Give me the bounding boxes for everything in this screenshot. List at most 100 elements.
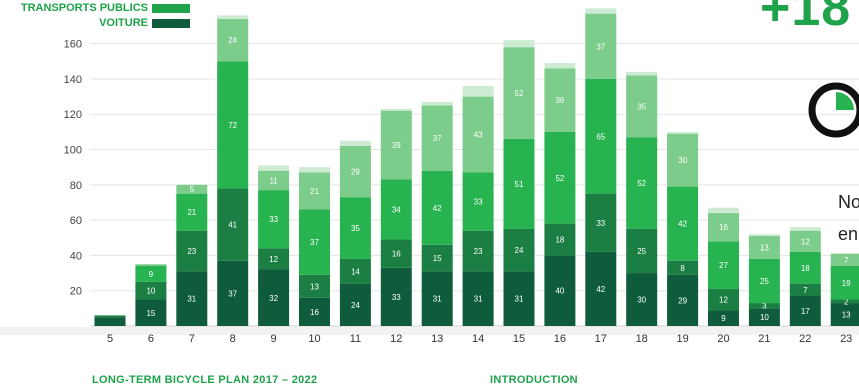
bar-value-label: 25 — [637, 247, 646, 256]
bar-segment — [585, 251, 617, 326]
bar-value-label: 18 — [555, 236, 564, 245]
bar-value-label: 42 — [678, 220, 687, 229]
bar-value-label: 14 — [351, 267, 360, 276]
bar-value-label: 16 — [392, 250, 401, 259]
bar-segment — [544, 255, 576, 326]
bar-value-label: 24 — [515, 246, 524, 255]
bar-segment — [94, 315, 126, 318]
bar-segment — [789, 251, 821, 284]
bar-value-label: 35 — [637, 102, 646, 111]
bar-value-label: 13 — [760, 243, 769, 252]
y-tick-label: 140 — [64, 74, 82, 86]
bar-value-label: 40 — [555, 287, 564, 296]
bar-segment — [667, 260, 699, 275]
bar-segment — [830, 253, 859, 266]
bar-segment — [830, 303, 859, 326]
bar-segment — [585, 193, 617, 252]
bar-value-label: 13 — [310, 282, 319, 291]
bar-value-label: 9 — [149, 270, 154, 279]
bar-value-label: 9 — [721, 314, 726, 323]
bar-value-label: 12 — [269, 255, 278, 264]
bar-segment — [748, 258, 780, 304]
bar-segment — [748, 236, 780, 259]
bar-value-label: 31 — [474, 295, 483, 304]
bar-segment — [585, 13, 617, 79]
bar-segment — [544, 68, 576, 132]
bar-segment — [217, 61, 249, 189]
x-tick-label: 16 — [554, 333, 566, 345]
bar-value-label: 16 — [310, 308, 319, 317]
bar-segment — [708, 213, 739, 242]
bar-segment — [708, 310, 739, 326]
x-tick-label: 19 — [676, 333, 688, 345]
bar-value-label: 12 — [801, 237, 810, 246]
bar-value-label: 39 — [392, 141, 401, 150]
bar-segment — [544, 63, 576, 69]
bar-segment — [789, 227, 821, 231]
bar-segment — [217, 188, 249, 261]
bar-value-label: 18 — [801, 264, 810, 273]
x-axis-band — [0, 327, 859, 335]
bar-value-label: 31 — [187, 295, 196, 304]
bar-segment — [626, 228, 658, 274]
bar-value-label: 16 — [719, 223, 728, 232]
y-tick-label: 60 — [70, 215, 82, 227]
bar-segment — [503, 40, 535, 48]
bar-value-label: 37 — [596, 42, 605, 51]
bar-value-label: 37 — [433, 134, 442, 143]
bar-value-label: 30 — [678, 156, 687, 165]
side-text-line-1: No — [838, 192, 859, 212]
bar-segment — [135, 264, 167, 266]
bar-value-label: 72 — [228, 121, 237, 130]
bar-segment — [380, 108, 412, 111]
bar-segment — [421, 101, 453, 106]
y-tick-label: 100 — [64, 145, 82, 157]
bar-segment — [421, 170, 453, 245]
bar-value-label: 52 — [555, 174, 564, 183]
footer-document-title: LONG-TERM BICYCLE PLAN 2017 – 2022 — [92, 374, 318, 386]
bar-segment — [258, 269, 290, 326]
bar-segment — [708, 241, 739, 289]
bar-segment — [380, 179, 412, 240]
bar-segment — [544, 131, 576, 224]
x-tick-label: 15 — [513, 333, 525, 345]
bar-value-label: 7 — [844, 256, 849, 265]
bar-value-label: 30 — [637, 296, 646, 305]
bar-value-label: 17 — [801, 307, 810, 316]
bar-segment — [339, 197, 371, 259]
bar-segment — [299, 172, 330, 210]
x-tick-label: 5 — [107, 333, 113, 345]
bar-segment — [135, 299, 167, 326]
bar-segment — [380, 239, 412, 268]
bar-segment — [503, 271, 535, 326]
bar-segment — [708, 288, 739, 311]
bar-segment — [585, 8, 617, 14]
bar-value-label: 35 — [351, 224, 360, 233]
bar-value-label: 7 — [803, 286, 808, 295]
bar-segment — [380, 110, 412, 180]
bar-segment — [626, 273, 658, 326]
bar-segment — [585, 78, 617, 194]
bar-segment — [299, 297, 330, 326]
bar-segment — [339, 258, 371, 284]
bar-value-label: 41 — [228, 221, 237, 230]
bar-value-label: 31 — [433, 295, 442, 304]
x-tick-label: 10 — [308, 333, 320, 345]
bar-value-label: 21 — [187, 208, 196, 217]
x-tick-label: 9 — [271, 333, 277, 345]
bar-segment — [830, 266, 859, 300]
y-tick-label: 20 — [70, 286, 82, 298]
bar-value-label: 33 — [392, 293, 401, 302]
bar-segment — [258, 170, 290, 191]
bar-segment — [135, 266, 167, 282]
bar-segment — [135, 281, 167, 300]
legend-swatch-voiture — [152, 19, 190, 28]
bar-segment — [299, 209, 330, 275]
bar-value-label: 42 — [596, 285, 605, 294]
bar-segment — [217, 15, 249, 19]
bar-value-label: 27 — [719, 261, 728, 270]
x-tick-label: 6 — [148, 333, 154, 345]
bar-value-label: 13 — [842, 311, 851, 320]
bar-value-label: 12 — [719, 296, 728, 305]
bar-segment — [789, 283, 821, 296]
